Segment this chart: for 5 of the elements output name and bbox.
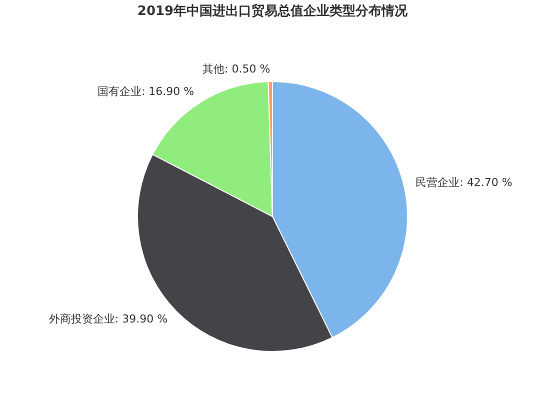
chart-title: 2019年中国进出口贸易总值企业类型分布情况: [137, 3, 409, 19]
slice-label: 外商投资企业: 39.90 %: [48, 312, 168, 326]
slice-label: 国有企业: 16.90 %: [97, 85, 194, 98]
slice-label: 其他: 0.50 %: [202, 62, 270, 76]
slice-label: 民营企业: 42.70 %: [416, 176, 512, 190]
